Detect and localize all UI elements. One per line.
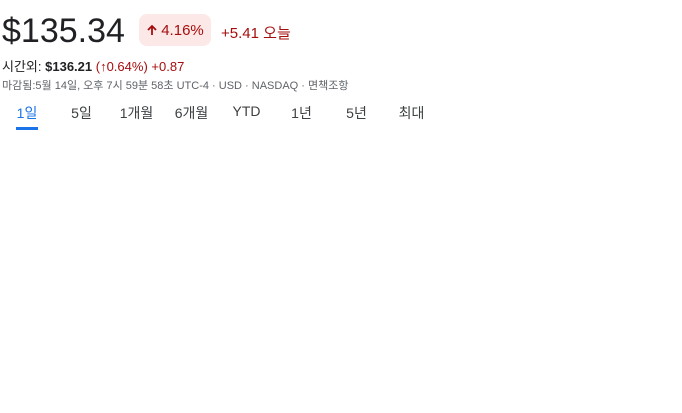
range-tab[interactable]: 1일 [16,103,38,130]
change-value: +5.41 [221,25,259,42]
meta-text: 마감됨:5월 14일, 오후 7시 59분 58초 UTC-4 · USD · … [2,80,305,92]
price: $135.34 [2,12,125,50]
after-hours-price: $136.21 [45,59,93,74]
after-hours-abs: +0.87 [151,59,185,74]
change-period: 오늘 [263,25,291,42]
range-tab[interactable]: 최대 [398,105,425,121]
disclaimer-link[interactable]: 면책조항 [308,80,349,92]
range-tab[interactable]: 1년 [291,105,312,121]
change-badge: 128130132134136138오전 11:00오후 2:00오후 5:00… [139,14,211,46]
after-hours-label: 시간외: [2,59,42,74]
range-tab[interactable]: 6개월 [174,105,209,121]
after-hours: 시간외: $136.21 (↑0.64%) +0.87 [2,56,184,75]
range-tab[interactable]: YTD [232,103,261,119]
change-pct: 4.16% [161,21,204,39]
up-arrow: 128130132134136138오전 11:00오후 2:00오후 5:00… [147,24,157,35]
range-tab[interactable]: 5일 [71,105,92,121]
change-abs: +5.41 오늘 [221,22,291,43]
range-tab[interactable]: 1개월 [119,105,154,121]
after-hours-pct: (↑0.64%) [95,59,148,74]
range-tab[interactable]: 5년 [346,105,367,121]
range-tabs: 1일 5일 1개월 6개월 YTD 1년 5년 최대 [0,103,439,130]
meta: 마감됨:5월 14일, 오후 7시 59분 58초 UTC-4 · USD · … [2,77,348,93]
